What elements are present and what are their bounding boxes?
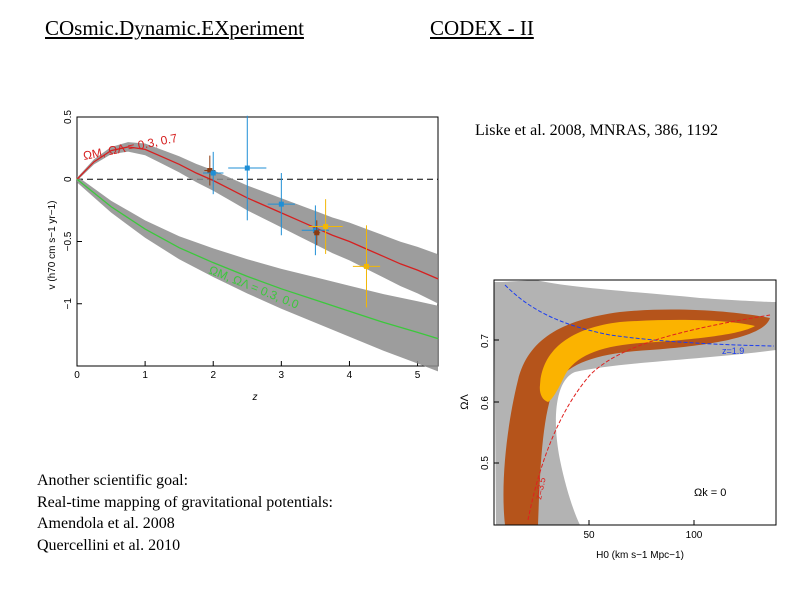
y-tick-label: −1 — [63, 298, 74, 310]
y-axis-label: ΩΛ — [459, 394, 471, 410]
goal-line: Amendola et al. 2008 — [37, 515, 175, 532]
x-axis-label: z — [252, 392, 258, 403]
point-marker — [278, 201, 284, 207]
title-right: CODEX - II — [430, 16, 534, 40]
data-point — [203, 151, 224, 195]
point-marker — [207, 168, 213, 174]
point-marker — [314, 230, 320, 236]
y-tick-label: 0 — [63, 176, 74, 182]
goal-line: Real-time mapping of gravitational poten… — [37, 493, 333, 511]
data-point — [228, 115, 267, 221]
x-tick-label: 100 — [686, 530, 703, 541]
label-z1.9: z=1.9 — [722, 346, 744, 356]
y-axis-label: v (h70 cm s−1 yr−1) — [47, 201, 58, 290]
goal-line: Another scientific goal: — [37, 472, 189, 489]
label-z3.5: z=3.5 — [533, 477, 547, 501]
x-axis-label: H0 (km s−1 Mpc−1) — [596, 550, 684, 561]
goal-text: Another scientific goal: Real-time mappi… — [37, 470, 333, 556]
x-tick-label: 0 — [74, 370, 80, 381]
y-tick-label: 0.5 — [63, 110, 74, 124]
series-line — [76, 146, 439, 280]
blue-curve-z1.9 — [504, 284, 775, 347]
x-tick-label: 2 — [210, 370, 216, 381]
x-tick-label: 50 — [583, 530, 595, 541]
x-tick-label: 3 — [279, 370, 285, 381]
label-omega-k: Ωk = 0 — [694, 487, 726, 499]
x-tick-label: 5 — [415, 370, 421, 381]
point-marker — [363, 263, 369, 269]
data-point — [352, 225, 381, 308]
point-marker — [210, 170, 216, 176]
contour-inner — [539, 319, 755, 402]
y-tick-label: −0.5 — [63, 231, 74, 251]
ticks — [494, 339, 695, 525]
red-curve-z3.5 — [527, 314, 771, 521]
x-tick-label: 4 — [347, 370, 353, 381]
series-line — [76, 178, 439, 340]
data-point — [308, 199, 343, 254]
data-point — [267, 173, 295, 236]
x-tick-label: 1 — [142, 370, 148, 381]
goal-line: Quercellini et al. 2010 — [37, 536, 181, 554]
y-tick-label: 0.5 — [480, 456, 491, 470]
uncertainty-band — [77, 176, 438, 372]
title-left: COsmic.Dynamic.EXperiment — [45, 16, 304, 40]
point-marker — [244, 165, 250, 171]
y-tick-label: 0.7 — [480, 334, 491, 348]
citation: Liske et al. 2008, MNRAS, 386, 1192 — [475, 122, 718, 139]
point-marker — [323, 224, 329, 230]
data-point — [313, 220, 321, 246]
y-tick-label: 0.6 — [480, 396, 491, 410]
